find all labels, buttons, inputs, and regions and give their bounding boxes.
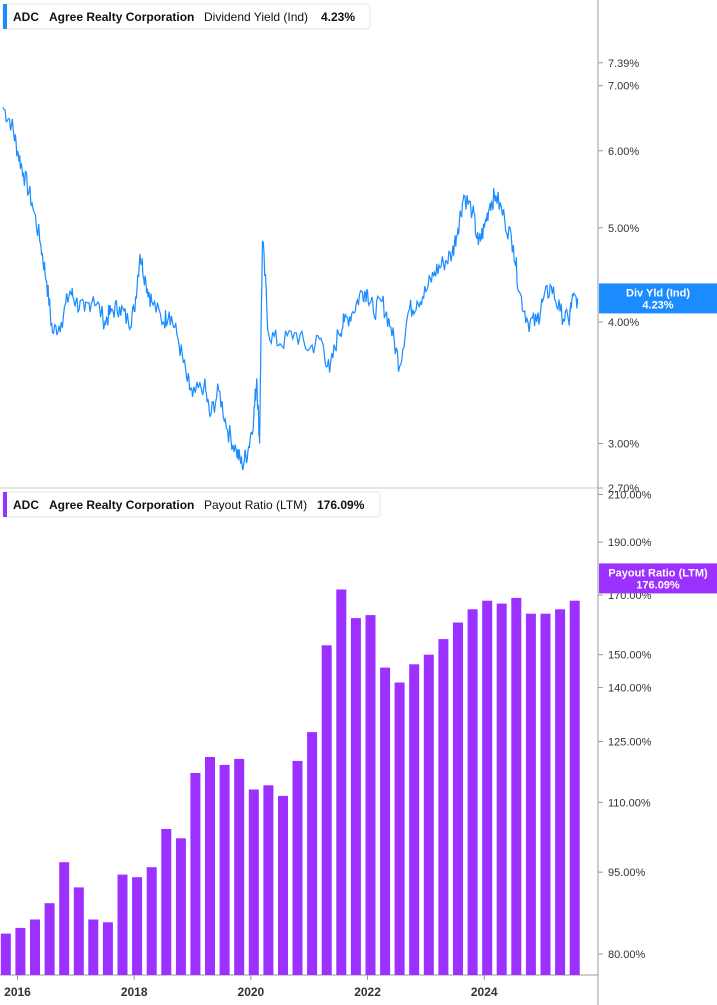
x-tick-label: 2020 [238, 985, 265, 999]
payout-bar [59, 862, 70, 975]
yield-badge-label: Div Yld (Ind) [626, 287, 690, 299]
payout-tick-label: 140.00% [608, 683, 652, 695]
payout-bar [350, 618, 361, 975]
payout-header-ticker: ADC [13, 498, 39, 512]
payout-bar [380, 667, 391, 975]
payout-tick-label: 150.00% [608, 650, 652, 662]
payout-bar [409, 664, 420, 975]
yield-tick-label: 4.00% [608, 317, 639, 329]
payout-bar [321, 645, 332, 975]
yield-tick-label: 6.00% [608, 146, 639, 158]
payout-bar [161, 829, 172, 975]
payout-badge-label: Payout Ratio (LTM) [608, 567, 708, 579]
payout-bar [292, 760, 303, 975]
payout-bar [307, 732, 318, 975]
x-tick-label: 2022 [354, 985, 381, 999]
payout-bar [555, 609, 566, 975]
payout-bar [0, 933, 11, 975]
payout-header-value: 176.09% [317, 498, 365, 512]
payout-bar [146, 867, 157, 975]
payout-bar [15, 927, 26, 975]
payout-badge-value: 176.09% [636, 579, 680, 591]
yield-header: ADC Agree Realty Corporation Dividend Yi… [2, 3, 371, 30]
payout-bar [234, 758, 245, 975]
yield-plot [2, 107, 579, 471]
payout-bar [248, 789, 259, 975]
yield-header-value: 4.23% [321, 10, 355, 24]
payout-bar [453, 622, 463, 975]
payout-bar [511, 597, 522, 975]
payout-header-metric: Payout Ratio (LTM) [204, 498, 307, 512]
payout-tick-label: 80.00% [608, 949, 646, 961]
yield-tick-label: 5.00% [608, 223, 639, 235]
payout-bar [132, 877, 143, 975]
payout-bar [394, 682, 405, 975]
payout-bar [336, 589, 347, 975]
payout-tick-label: 190.00% [608, 537, 652, 549]
payout-bar [73, 887, 84, 975]
payout-bar [365, 615, 376, 975]
payout-bar [175, 838, 186, 975]
yield-current-badge: Div Yld (Ind) 4.23% [599, 283, 717, 314]
payout-bar [190, 773, 201, 975]
yield-color-swatch [3, 4, 7, 29]
yield-badge-value: 4.23% [642, 299, 673, 311]
yield-axis: 7.39% 7.00% 6.00% 5.00% 4.00% 3.00% 2.70% [598, 58, 639, 495]
yield-header-company: Agree Realty Corporation [49, 10, 194, 24]
payout-tick-label: 95.00% [608, 867, 646, 879]
payout-current-badge: Payout Ratio (LTM) 176.09% [599, 563, 717, 594]
payout-plot [0, 589, 580, 975]
x-tick-label: 2024 [471, 985, 498, 999]
yield-header-ticker: ADC [13, 10, 39, 24]
yield-series-line [2, 107, 579, 471]
payout-bar [569, 600, 580, 975]
payout-bar [88, 919, 99, 975]
x-tick-label: 2018 [121, 985, 148, 999]
payout-bar [496, 603, 507, 975]
payout-bar [102, 922, 113, 975]
payout-bar [467, 609, 478, 975]
payout-header-company: Agree Realty Corporation [49, 498, 194, 512]
payout-bar [30, 919, 40, 975]
payout-bar [205, 757, 215, 975]
payout-bar [525, 613, 536, 975]
payout-bar [44, 903, 55, 975]
payout-axis: 210.00%190.00%170.00%150.00%140.00%125.0… [598, 490, 652, 961]
yield-tick-label: 2.70% [608, 483, 639, 495]
payout-bar [540, 613, 551, 975]
payout-bar [263, 785, 274, 975]
yield-tick-label: 3.00% [608, 439, 639, 451]
x-tick-label: 2016 [4, 985, 31, 999]
payout-bar [219, 764, 230, 975]
yield-tick-label: 7.00% [608, 81, 639, 93]
yield-header-metric: Dividend Yield (Ind) [204, 10, 308, 24]
payout-bar [423, 654, 434, 975]
payout-tick-label: 110.00% [608, 797, 651, 809]
payout-header: ADC Agree Realty Corporation Payout Rati… [2, 491, 381, 518]
payout-bar [278, 795, 288, 975]
payout-tick-label: 125.00% [608, 736, 652, 748]
payout-bar [482, 600, 493, 975]
payout-color-swatch [3, 492, 7, 517]
payout-tick-label: 210.00% [608, 490, 652, 502]
x-axis: 2016 2018 2020 2022 2024 [4, 975, 498, 999]
payout-bar [117, 874, 128, 975]
payout-bar [438, 639, 449, 975]
yield-tick-label: 7.39% [608, 58, 639, 70]
